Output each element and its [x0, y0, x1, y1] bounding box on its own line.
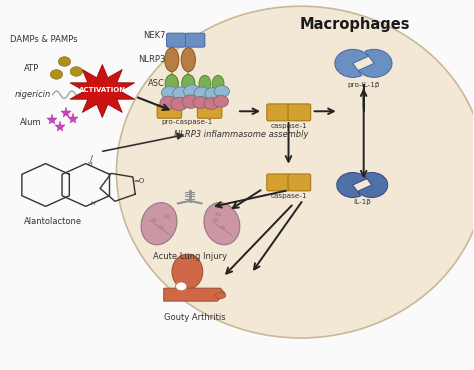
- Text: caspase-1: caspase-1: [270, 123, 307, 129]
- Ellipse shape: [165, 74, 178, 93]
- Ellipse shape: [181, 48, 195, 72]
- Text: nigericin: nigericin: [15, 90, 51, 99]
- Circle shape: [50, 70, 63, 79]
- Text: =O: =O: [133, 178, 144, 184]
- Text: DAMPs & PAMPs: DAMPs & PAMPs: [10, 35, 78, 44]
- Wedge shape: [358, 49, 392, 77]
- Ellipse shape: [164, 48, 179, 72]
- Text: Macrophages: Macrophages: [300, 17, 410, 32]
- Text: caspase-1: caspase-1: [270, 193, 307, 199]
- Circle shape: [173, 87, 190, 100]
- Circle shape: [220, 225, 226, 230]
- Text: H: H: [87, 162, 92, 167]
- Circle shape: [171, 97, 188, 111]
- Text: H: H: [91, 201, 95, 206]
- Text: IL-1β: IL-1β: [353, 199, 371, 205]
- Circle shape: [161, 86, 178, 100]
- Ellipse shape: [182, 74, 195, 93]
- Text: /: /: [91, 154, 93, 163]
- Text: ACTIVATION: ACTIVATION: [79, 87, 126, 92]
- Text: ATP: ATP: [24, 64, 39, 73]
- FancyBboxPatch shape: [185, 33, 205, 47]
- Circle shape: [194, 87, 209, 99]
- Text: ASC: ASC: [148, 79, 165, 88]
- Circle shape: [183, 85, 201, 98]
- Text: Alantolactone: Alantolactone: [24, 217, 82, 226]
- Circle shape: [164, 214, 170, 219]
- Ellipse shape: [141, 203, 177, 245]
- Text: Alum: Alum: [19, 118, 41, 127]
- Ellipse shape: [117, 6, 474, 338]
- Text: Gouty Arthritis: Gouty Arthritis: [164, 313, 225, 322]
- Circle shape: [215, 212, 221, 217]
- Ellipse shape: [172, 254, 203, 289]
- Circle shape: [193, 97, 208, 108]
- Circle shape: [70, 67, 82, 76]
- FancyBboxPatch shape: [288, 104, 311, 121]
- Text: NLRP3: NLRP3: [138, 55, 165, 64]
- Polygon shape: [70, 64, 135, 118]
- Text: Acute Lung Injury: Acute Lung Injury: [153, 252, 227, 261]
- FancyBboxPatch shape: [197, 104, 222, 118]
- Ellipse shape: [215, 293, 226, 299]
- Circle shape: [158, 225, 164, 230]
- Circle shape: [213, 95, 228, 107]
- FancyBboxPatch shape: [166, 33, 186, 47]
- Wedge shape: [335, 49, 368, 77]
- Circle shape: [58, 57, 71, 66]
- Text: pro-caspase-1: pro-caspase-1: [162, 120, 213, 125]
- FancyBboxPatch shape: [157, 104, 182, 118]
- Circle shape: [152, 218, 157, 222]
- FancyBboxPatch shape: [267, 174, 290, 191]
- Ellipse shape: [212, 75, 224, 92]
- Circle shape: [213, 218, 219, 222]
- Ellipse shape: [199, 75, 211, 92]
- FancyBboxPatch shape: [288, 174, 311, 191]
- Text: NEK7: NEK7: [143, 31, 165, 40]
- Circle shape: [205, 88, 220, 100]
- Wedge shape: [358, 172, 388, 198]
- Circle shape: [175, 282, 187, 291]
- Circle shape: [204, 98, 219, 110]
- Circle shape: [214, 85, 229, 97]
- Text: pro-IL-1β: pro-IL-1β: [347, 82, 380, 88]
- FancyBboxPatch shape: [267, 104, 290, 121]
- Text: NLRP3 inflammasome assembly: NLRP3 inflammasome assembly: [174, 130, 309, 139]
- Ellipse shape: [204, 203, 240, 245]
- Circle shape: [182, 95, 199, 108]
- Circle shape: [160, 96, 177, 110]
- Wedge shape: [337, 172, 367, 198]
- Polygon shape: [164, 288, 225, 301]
